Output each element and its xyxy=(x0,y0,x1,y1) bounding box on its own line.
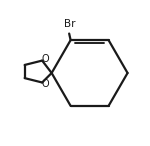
Text: Br: Br xyxy=(64,19,76,29)
Text: O: O xyxy=(42,54,49,64)
Text: O: O xyxy=(42,79,49,89)
